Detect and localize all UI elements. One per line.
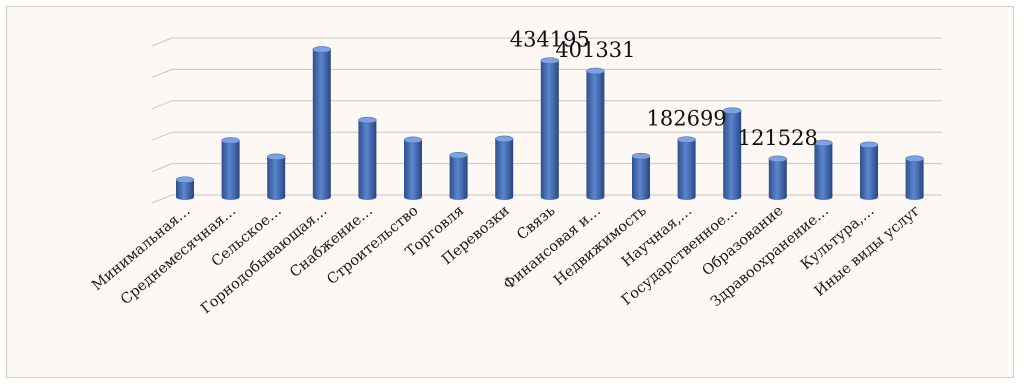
bar <box>358 116 377 201</box>
bar <box>859 141 879 200</box>
data-label: 401331 <box>555 38 635 62</box>
bar <box>905 155 924 201</box>
bars <box>175 46 924 201</box>
gridline-side <box>151 68 173 78</box>
bar <box>403 136 423 200</box>
bar <box>312 46 332 201</box>
bar <box>266 153 286 201</box>
bar <box>175 176 195 200</box>
bar <box>449 151 468 201</box>
bar <box>586 67 605 201</box>
data-label: 121528 <box>738 126 818 150</box>
gridline-side <box>151 131 173 141</box>
bar <box>722 107 742 201</box>
bar <box>677 136 696 201</box>
gridline-side <box>151 100 173 110</box>
bar <box>540 57 560 201</box>
bar <box>814 139 833 201</box>
gridline-side <box>151 163 173 173</box>
bar <box>631 152 651 200</box>
bar <box>221 137 240 201</box>
gridline-side <box>151 37 173 47</box>
data-label: 182699 <box>647 107 727 131</box>
gridline-side <box>151 194 173 204</box>
x-axis-tick-labels: Минимальная…Среднемесячная…Сельское…Горн… <box>89 203 923 318</box>
bar <box>768 155 788 201</box>
bar <box>494 135 514 201</box>
data-label: 434195 <box>510 28 590 52</box>
